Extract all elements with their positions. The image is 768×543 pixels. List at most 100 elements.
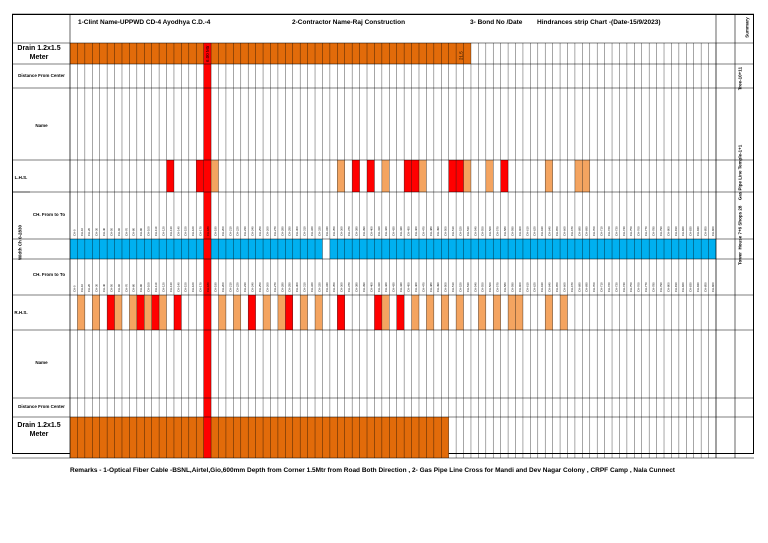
- chainage-top-label: CH-300: [295, 226, 299, 236]
- chainage-bottom-label: CH-490: [436, 282, 440, 292]
- chainage-bottom-label: CH-630: [540, 282, 544, 292]
- rhs-orange-marker: [545, 295, 553, 330]
- lhs-red-marker: [456, 160, 464, 192]
- chainage-top-label: CH-860: [711, 226, 715, 236]
- lhs-orange-marker: [485, 160, 494, 192]
- chainage-bottom-label: CH-860: [711, 282, 715, 292]
- lhs-orange-marker: [211, 160, 219, 192]
- chainage-top-label: CH-390: [362, 226, 366, 236]
- chainage-top-label: CH-510: [451, 226, 455, 236]
- chainage-bottom-label: CH-450: [406, 282, 410, 292]
- chainage-top-label: CH-500: [444, 226, 448, 236]
- chainage-bottom-label: CH-740: [622, 282, 626, 292]
- chainage-top-label: CH-10: [80, 227, 84, 236]
- chainage-bottom-label: CH-110: [154, 282, 158, 292]
- chainage-top-label: CH-270: [273, 226, 277, 236]
- lhs-red-marker: [500, 160, 509, 192]
- chainage-bottom-label: CH-660: [562, 282, 566, 292]
- chainage-top-label: CH-130: [169, 226, 173, 236]
- chainage-top-label: CH-180: [206, 226, 210, 236]
- chainage-top-label: CH-820: [681, 226, 685, 236]
- chainage-top-label: CH-470: [421, 226, 425, 236]
- chainage-top-label: CH-670: [570, 226, 574, 236]
- chainage-top-label: CH-310: [303, 226, 307, 236]
- lhs-orange-marker: [463, 160, 471, 192]
- rhs-orange-marker: [515, 295, 523, 330]
- chainage-bottom-label: CH-680: [577, 282, 581, 292]
- lhs-red-marker: [411, 160, 419, 192]
- drain-chainage-label: 21.5: [459, 51, 464, 60]
- chainage-top-label: CH-830: [689, 226, 693, 236]
- chainage-bottom-label: CH-210: [228, 282, 232, 292]
- chainage-top-label: CH-560: [488, 226, 492, 236]
- chainage-bottom-label: CH-850: [703, 282, 707, 292]
- chainage-bottom-label: CH-330: [317, 282, 321, 292]
- chainage-bottom-label: CH-270: [273, 282, 277, 292]
- chainage-bottom-label: CH-120: [161, 282, 165, 292]
- chainage-bottom-label: CH-830: [689, 282, 693, 292]
- chainage-top-label: CH-320: [310, 226, 314, 236]
- rhs-orange-marker: [478, 295, 486, 330]
- chainage-top-label: CH-60: [117, 227, 121, 236]
- chainage-bottom-label: CH-230: [243, 282, 247, 292]
- rhs-orange-marker: [300, 295, 308, 330]
- lhs-red-marker: [404, 160, 412, 192]
- chainage-bottom-label: CH-670: [570, 282, 574, 292]
- rhs-orange-marker: [114, 295, 122, 330]
- chainage-top-label: CH-230: [243, 226, 247, 236]
- chainage-bottom-label: CH-700: [592, 282, 596, 292]
- chainage-bottom-label: CH-410: [377, 282, 381, 292]
- rhs-orange-marker: [263, 295, 271, 330]
- chart-title: Hindrances strip Chart -(Date-15/9/2023): [537, 19, 661, 26]
- lhs-red-marker: [367, 160, 375, 192]
- drain-top-label: Drain 1.2x1.5 Meter: [17, 45, 61, 61]
- lhs-orange-marker: [418, 160, 427, 192]
- chainage-top-label: CH-840: [696, 226, 700, 236]
- chainage-top-label: CH-290: [288, 226, 292, 236]
- contractor-name: 2-Contractor Name-Raj Construction: [292, 19, 406, 26]
- client-name: 1-Clint Name-UPPWD CD-4 Ayodhya C.D.-4: [78, 19, 211, 26]
- lhs-label: L.H.S.: [14, 175, 28, 180]
- chainage-bottom-label: CH-840: [696, 282, 700, 292]
- rhs-red-marker: [396, 295, 405, 330]
- chainage-top-label: CH-210: [228, 226, 232, 236]
- chainage-top-label: CH-330: [317, 226, 321, 236]
- rhs-orange-marker: [426, 295, 434, 330]
- chainage-top-label: CH-200: [221, 226, 225, 236]
- chainage-top-label: CH-450: [406, 226, 410, 236]
- chainage-bottom-label: CH-30: [95, 283, 99, 292]
- chainage-top-label: CH-170: [199, 226, 203, 236]
- rhs-red-marker: [136, 295, 145, 330]
- chainage-top-label: CH-150: [184, 226, 188, 236]
- chainage-top-label: CH-630: [540, 226, 544, 236]
- chainage-top-label: CH-580: [503, 226, 507, 236]
- chainage-bottom-label: CH-730: [614, 282, 618, 292]
- chainage-bottom-label: CH-370: [347, 282, 351, 292]
- chainage-bottom-label: CH-710: [600, 282, 604, 292]
- chainage-bottom-label: CH-400: [369, 282, 373, 292]
- chainage-top-label: CH-360: [340, 226, 344, 236]
- chainage-bottom-label: CH-360: [340, 282, 344, 292]
- lhs-red-marker: [448, 160, 457, 192]
- chainage-top-label: CH-260: [265, 226, 269, 236]
- chainage-bottom-label: CH-130: [169, 282, 173, 292]
- chainage-bottom-label: CH-560: [488, 282, 492, 292]
- chainage-top-label: CH-350: [332, 226, 336, 236]
- rhs-orange-marker: [508, 295, 516, 330]
- chainage-bottom-label: CH-530: [466, 282, 470, 292]
- drain-width-label: 6.00 Mtr: [205, 45, 210, 62]
- chainage-bottom-label: CH-290: [288, 282, 292, 292]
- chainage-top-label: CH-380: [355, 226, 359, 236]
- chainage-bottom-label: CH-60: [117, 283, 121, 292]
- chainage-bottom-label: CH-510: [451, 282, 455, 292]
- chainage-top-label: CH-190: [213, 226, 217, 236]
- chainage-top-label: CH-570: [496, 226, 500, 236]
- chainage-bottom-label: CH-390: [362, 282, 366, 292]
- chainage-bottom-label: CH-480: [429, 282, 433, 292]
- chainage-bottom-label: CH-790: [659, 282, 663, 292]
- chainage-bottom-label: CH-540: [473, 282, 477, 292]
- chainage-top-label: CH-30: [95, 227, 99, 236]
- rhs-orange-marker: [493, 295, 501, 330]
- distance-top-label: Distance From Center: [18, 73, 65, 78]
- chainage-top-label: CH-220: [236, 226, 240, 236]
